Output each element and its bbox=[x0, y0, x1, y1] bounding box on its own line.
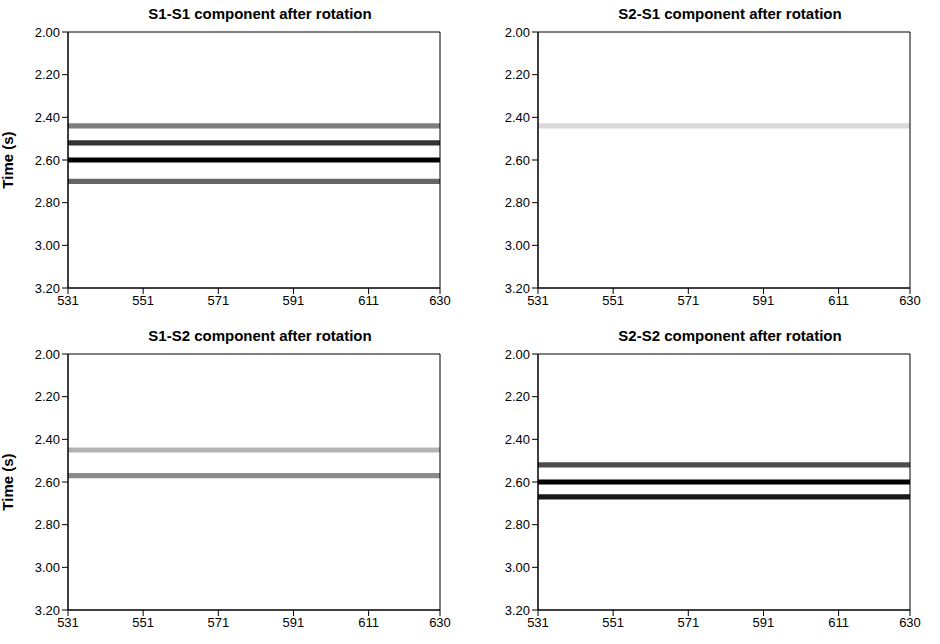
svg-text:2.80: 2.80 bbox=[35, 517, 60, 532]
svg-text:2.20: 2.20 bbox=[35, 67, 60, 82]
svg-text:2.60: 2.60 bbox=[505, 153, 530, 168]
svg-text:571: 571 bbox=[677, 615, 699, 630]
svg-text:3.20: 3.20 bbox=[505, 603, 530, 618]
svg-text:591: 591 bbox=[753, 615, 775, 630]
html-text:S1-S1 component after rotation: S1-S1 component after rotation bbox=[148, 5, 372, 22]
svg-text:630: 630 bbox=[899, 615, 921, 630]
svg-text:531: 531 bbox=[527, 615, 549, 630]
svg-text:630: 630 bbox=[429, 615, 451, 630]
svg-text:Time (s): Time (s) bbox=[0, 453, 16, 510]
svg-text:591: 591 bbox=[283, 615, 305, 630]
svg-text:2.80: 2.80 bbox=[505, 517, 530, 532]
svg-text:551: 551 bbox=[132, 293, 154, 308]
svg-text:611: 611 bbox=[358, 293, 379, 308]
svg-text:2.40: 2.40 bbox=[505, 110, 530, 125]
svg-text:531: 531 bbox=[57, 615, 79, 630]
svg-text:2.20: 2.20 bbox=[505, 389, 530, 404]
svg-text:630: 630 bbox=[899, 293, 921, 308]
svg-text:2.60: 2.60 bbox=[35, 153, 60, 168]
svg-text:551: 551 bbox=[132, 615, 154, 630]
svg-text:2.40: 2.40 bbox=[35, 432, 60, 447]
svg-text:2.40: 2.40 bbox=[35, 110, 60, 125]
svg-text:2.00: 2.00 bbox=[505, 26, 530, 40]
svg-text:2.00: 2.00 bbox=[35, 26, 60, 40]
svg-text:3.20: 3.20 bbox=[505, 281, 530, 296]
svg-text:571: 571 bbox=[207, 293, 229, 308]
svg-text:611: 611 bbox=[828, 293, 849, 308]
svg-text:3.00: 3.00 bbox=[505, 238, 530, 253]
svg-text:630: 630 bbox=[429, 293, 451, 308]
html-text:S1-S2 component after rotation: S1-S2 component after rotation bbox=[148, 327, 372, 344]
svg-text:551: 551 bbox=[602, 615, 624, 630]
svg-text:591: 591 bbox=[283, 293, 305, 308]
svg-text:3.00: 3.00 bbox=[505, 560, 530, 575]
svg-text:2.80: 2.80 bbox=[35, 195, 60, 210]
svg-text:2.80: 2.80 bbox=[505, 195, 530, 210]
svg-text:Time (s): Time (s) bbox=[0, 131, 16, 188]
svg-text:2.60: 2.60 bbox=[35, 475, 60, 490]
svg-text:611: 611 bbox=[828, 615, 849, 630]
svg-text:531: 531 bbox=[527, 293, 549, 308]
svg-text:591: 591 bbox=[753, 293, 775, 308]
svg-text:2.40: 2.40 bbox=[505, 432, 530, 447]
svg-text:611: 611 bbox=[358, 615, 379, 630]
svg-text:551: 551 bbox=[602, 293, 624, 308]
svg-text:3.00: 3.00 bbox=[35, 560, 60, 575]
svg-text:2.00: 2.00 bbox=[505, 348, 530, 362]
svg-text:2.20: 2.20 bbox=[505, 67, 530, 82]
svg-text:531: 531 bbox=[57, 293, 79, 308]
svg-text:2.20: 2.20 bbox=[35, 389, 60, 404]
html-text:S2-S2 component after rotation: S2-S2 component after rotation bbox=[618, 327, 842, 344]
svg-text:3.20: 3.20 bbox=[35, 603, 60, 618]
svg-text:3.00: 3.00 bbox=[35, 238, 60, 253]
html-text:S2-S1 component after rotation: S2-S1 component after rotation bbox=[618, 5, 842, 22]
svg-text:571: 571 bbox=[677, 293, 699, 308]
svg-text:2.60: 2.60 bbox=[505, 475, 530, 490]
svg-text:2.00: 2.00 bbox=[35, 348, 60, 362]
svg-text:3.20: 3.20 bbox=[35, 281, 60, 296]
svg-text:571: 571 bbox=[207, 615, 229, 630]
